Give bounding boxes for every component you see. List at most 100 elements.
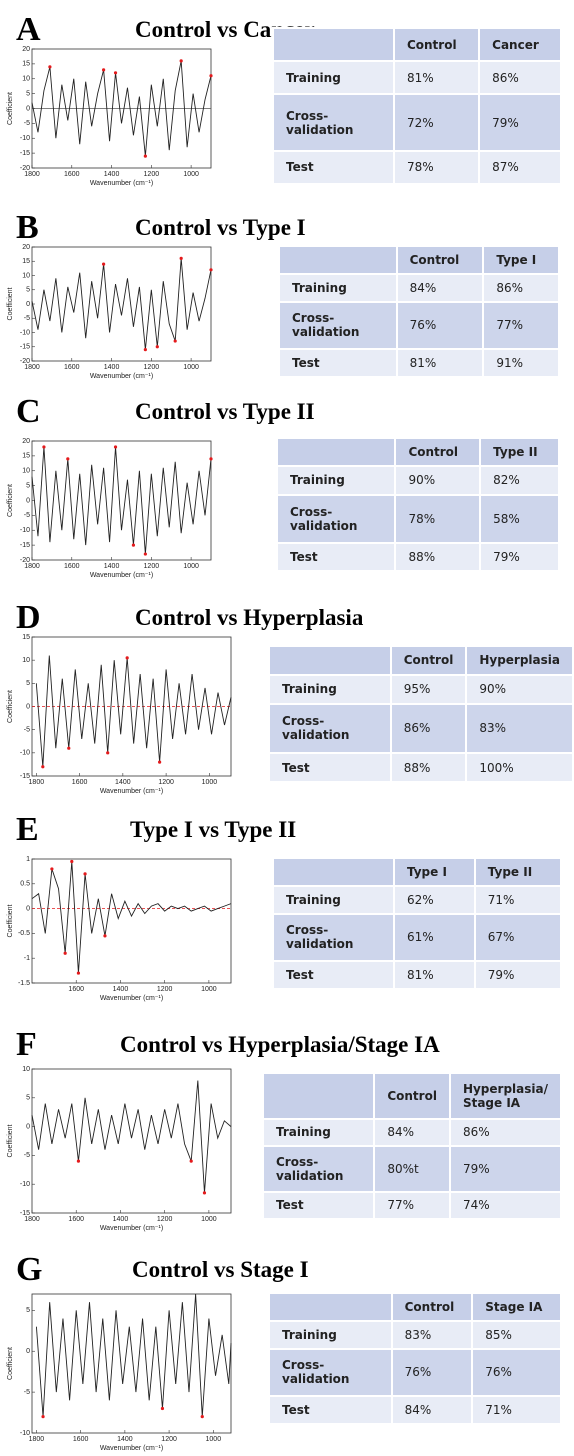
- y-tick-label: 15: [22, 634, 30, 641]
- y-tick-label: -5: [24, 512, 30, 519]
- row-label: Training: [268, 673, 392, 705]
- cell: 81%: [395, 348, 485, 378]
- y-tick-label: 0: [26, 703, 30, 710]
- cell: 84%: [390, 1395, 474, 1425]
- row-label: Training: [261, 1117, 376, 1147]
- cell: 76%: [390, 1347, 474, 1398]
- cell: 71%: [473, 884, 563, 915]
- x-tick-label: 1200: [157, 1216, 173, 1223]
- cell: 72%: [392, 93, 481, 152]
- cell: 81%: [392, 60, 481, 96]
- x-axis-label: Wavenumber (cm⁻¹): [100, 995, 163, 1002]
- header-row: Control Hyperplasia: [268, 645, 574, 676]
- header-cell: Control: [389, 645, 468, 676]
- cell: 90%: [394, 465, 482, 496]
- results-table: Control Cancer Training 81% 86% Cross-validat…: [272, 26, 562, 186]
- peak-marker: [102, 68, 106, 72]
- peak-marker: [76, 971, 81, 975]
- x-tick-label: 1000: [202, 779, 218, 786]
- y-tick-label: 0: [26, 1348, 30, 1355]
- coefficient-plot: -15 -10 -5 0 5 10 1800 1600 1400 1200 1000 Wavenumb…: [7, 1066, 232, 1232]
- y-axis-label: Coefficient: [7, 287, 14, 320]
- y-axis-label: Coefficient: [7, 904, 14, 937]
- table-row: Training 83% 85%: [268, 1319, 562, 1350]
- table-row: Training 84% 86%: [278, 272, 560, 303]
- table-row: Test 88% 100%: [268, 752, 574, 783]
- y-tick-label: 5: [26, 90, 30, 97]
- y-tick-label: 10: [22, 468, 30, 475]
- peak-marker: [209, 74, 213, 78]
- x-tick-label: 1600: [64, 171, 80, 178]
- table-row: Cross-validation 86% 83%: [268, 702, 574, 755]
- header-row: Control Stage IA: [268, 1292, 562, 1322]
- cell: 95%: [389, 673, 468, 705]
- header-row: Control Type I: [278, 245, 560, 275]
- peak-marker: [131, 543, 136, 547]
- cell: 77%: [373, 1190, 451, 1221]
- plot-frame: [31, 246, 212, 362]
- y-tick-label: 5: [26, 1307, 30, 1314]
- panel-title: Control vs Hyperplasia/Stage IA: [120, 1032, 440, 1057]
- header-cell: [275, 436, 397, 468]
- x-tick-label: 1000: [206, 1436, 222, 1443]
- coefficient-line: [31, 446, 212, 555]
- x-tick-label: 1200: [161, 1436, 177, 1443]
- y-tick-label: -20: [20, 557, 30, 564]
- row-label: Test: [278, 348, 398, 378]
- header-cell: Type II: [479, 436, 560, 468]
- cell: 79%: [478, 93, 562, 152]
- y-tick-label: -5: [24, 1152, 30, 1159]
- y-tick-label: 5: [26, 680, 30, 687]
- peak-marker: [200, 1415, 204, 1419]
- header-cell: Control: [395, 245, 485, 275]
- x-tick-label: 1000: [183, 364, 199, 371]
- plot-frame: [31, 858, 232, 984]
- y-tick-label: 1: [26, 856, 30, 863]
- header-cell: Control: [373, 1072, 451, 1120]
- x-axis-label: Wavenumber (cm⁻¹): [90, 180, 153, 187]
- y-tick-label: -1: [24, 955, 30, 962]
- table-row: Cross-validation 61% 67%: [272, 912, 563, 963]
- x-tick-label: 1400: [104, 563, 120, 570]
- row-label: Cross-validation: [268, 702, 392, 755]
- header-cell: Control: [394, 436, 482, 468]
- y-tick-label: 20: [22, 438, 30, 445]
- results-table: Type I Type II Training 62% 71% Cross-validat…: [272, 857, 563, 990]
- panel-letter: E: [16, 811, 39, 848]
- peak-marker: [179, 59, 183, 63]
- header-row: Type I Type II: [272, 857, 563, 887]
- table-row: Test 81% 79%: [272, 960, 563, 990]
- peak-marker: [179, 256, 183, 260]
- x-tick-label: 1600: [64, 563, 80, 570]
- peak-marker: [209, 268, 213, 272]
- coefficient-plot: -20 -15 -10 -5 0 5 10 15 20 1800 1600 1400 1200 1000 W…: [7, 438, 213, 579]
- x-tick-label: 1600: [73, 1436, 89, 1443]
- plot-frame: [31, 1293, 232, 1434]
- row-label: Cross-validation: [278, 300, 398, 351]
- y-tick-label: -10: [20, 135, 30, 142]
- x-tick-label: 1400: [113, 1216, 129, 1223]
- table-row: Cross-validation 76% 77%: [278, 300, 560, 351]
- x-axis-label: Wavenumber (cm⁻¹): [100, 1445, 163, 1452]
- y-tick-label: 20: [22, 244, 30, 251]
- y-tick-label: -15: [20, 542, 30, 549]
- header-cell: Type I: [482, 245, 560, 275]
- peak-marker: [143, 154, 147, 158]
- x-tick-label: 1200: [158, 779, 174, 786]
- peak-marker: [83, 872, 87, 876]
- row-label: Cross-validation: [275, 493, 397, 544]
- cell: 58%: [479, 493, 560, 544]
- header-cell: [272, 857, 395, 887]
- y-tick-label: 10: [22, 1066, 30, 1073]
- results-table: Control Type I Training 84% 86% Cross-validat…: [278, 245, 560, 378]
- y-tick-label: 5: [26, 287, 30, 294]
- peak-marker: [106, 751, 110, 755]
- panel-title: Control vs Hyperplasia: [135, 605, 364, 630]
- y-tick-label: 10: [22, 76, 30, 83]
- peak-marker: [160, 1406, 165, 1411]
- table-row: Training 62% 71%: [272, 884, 563, 915]
- peak-marker: [50, 867, 54, 871]
- results-table: Control Type II Training 90% 82% Cross-valida…: [275, 436, 560, 573]
- y-tick-label: -10: [20, 329, 30, 336]
- x-tick-label: 1200: [157, 986, 173, 993]
